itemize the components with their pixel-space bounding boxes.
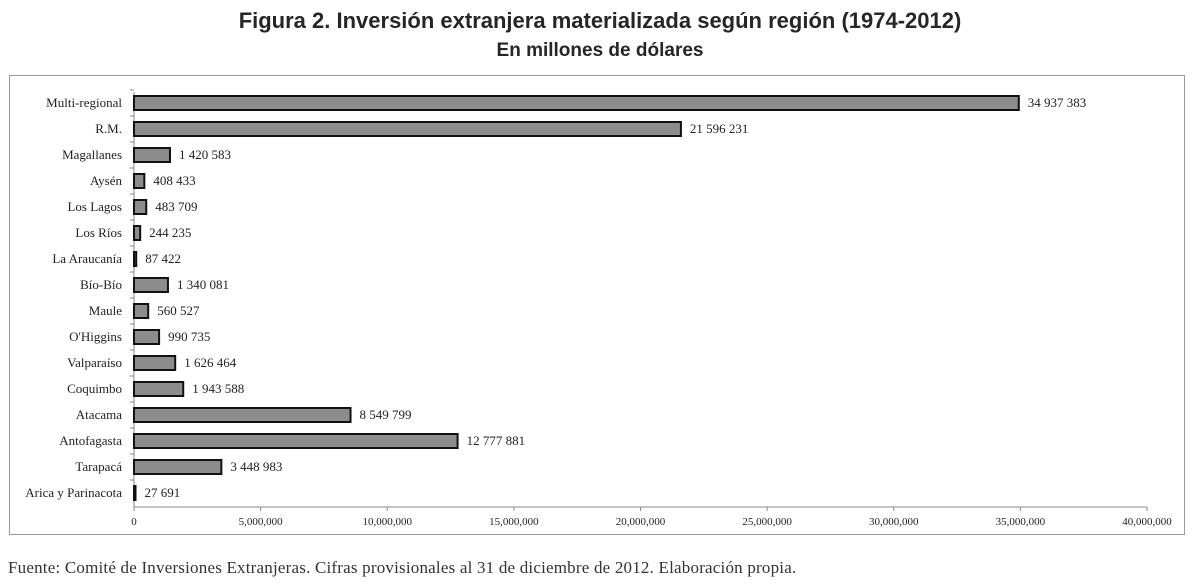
category-label: Tarapacá — [75, 459, 122, 474]
source-note: Fuente: Comité de Inversiones Extranjera… — [8, 558, 797, 577]
chart-frame — [9, 75, 1185, 535]
data-label: 8 549 799 — [360, 407, 412, 422]
bar — [133, 459, 223, 475]
bar — [133, 277, 169, 293]
bar — [133, 199, 148, 215]
category-label: Antofagasta — [59, 433, 122, 448]
data-label: 244 235 — [149, 225, 191, 240]
category-label: Maule — [89, 303, 122, 318]
data-label: 408 433 — [153, 173, 195, 188]
data-label: 560 527 — [157, 303, 200, 318]
category-label: O'Higgins — [69, 329, 122, 344]
category-label: Atacama — [76, 407, 122, 422]
category-label: R.M. — [95, 121, 122, 136]
category-label: Coquimbo — [67, 381, 122, 396]
category-label: Valparaíso — [67, 355, 122, 370]
bar — [133, 303, 150, 319]
category-label: Bío-Bío — [80, 277, 122, 292]
data-label: 87 422 — [145, 251, 181, 266]
bar — [133, 147, 171, 163]
category-label: La Araucanía — [52, 251, 122, 266]
data-label: 1 420 583 — [179, 147, 231, 162]
chart-subtitle: En millones de dólares — [496, 40, 704, 61]
data-label: 3 448 983 — [230, 459, 282, 474]
data-label: 990 735 — [168, 329, 210, 344]
category-label: Multi-regional — [46, 95, 122, 110]
x-tick-label: 40,000,000 — [1122, 516, 1172, 528]
data-label: 483 709 — [155, 199, 197, 214]
bar — [133, 121, 682, 137]
bar — [133, 433, 459, 449]
bar — [133, 485, 137, 501]
x-tick-label: 5,000,000 — [239, 516, 284, 528]
bar — [133, 329, 161, 345]
bar — [133, 407, 352, 423]
category-label: Aysén — [90, 173, 123, 188]
x-tick-label: 20,000,000 — [616, 516, 666, 528]
x-tick-label: 25,000,000 — [742, 516, 792, 528]
x-tick-label: 15,000,000 — [489, 516, 539, 528]
data-label: 1 626 464 — [184, 355, 237, 370]
bar-chart: 0 5,000,000 10,000,000 15,000,000 20,000,000… — [25, 89, 1172, 528]
bar — [133, 173, 146, 189]
x-tick-label: 10,000,000 — [363, 516, 413, 528]
data-label: 27 691 — [145, 485, 181, 500]
bar — [133, 381, 185, 397]
x-tick-label: 30,000,000 — [869, 516, 919, 528]
bar — [133, 225, 142, 241]
bar — [133, 355, 177, 371]
category-label: Magallanes — [62, 147, 122, 162]
x-tick-label: 0 — [131, 516, 137, 528]
x-tick-label: 35,000,000 — [996, 516, 1046, 528]
data-label: 21 596 231 — [690, 121, 749, 136]
bar — [133, 95, 1020, 111]
data-label: 1 943 588 — [192, 381, 244, 396]
data-label: 1 340 081 — [177, 277, 229, 292]
category-label: Los Ríos — [75, 225, 122, 240]
category-label: Los Lagos — [67, 199, 122, 214]
data-label: 34 937 383 — [1028, 95, 1087, 110]
category-label: Arica y Parinacota — [25, 485, 122, 500]
data-label: 12 777 881 — [467, 433, 526, 448]
bar — [133, 251, 138, 267]
chart-title: Figura 2. Inversión extranjera materiali… — [238, 8, 962, 33]
